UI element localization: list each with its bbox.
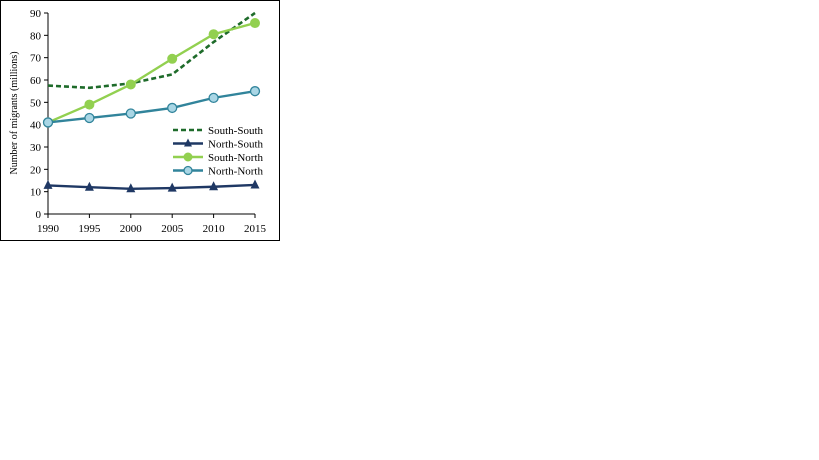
chart-frame: 0 10 20 30 40 50 60 70 80 90 1990 1995 2000 2005 2010 2… (0, 0, 280, 241)
x-tick-label: 1990 (37, 223, 60, 235)
x-tick-label: 2010 (203, 223, 226, 235)
series-north-south (43, 179, 260, 193)
data-point (126, 183, 136, 193)
legend-item: South-South (173, 125, 264, 137)
y-tick-label: 30 (30, 142, 42, 154)
x-tick-label: 1995 (78, 223, 101, 235)
data-point (125, 79, 136, 90)
legend-item: North-South (173, 138, 264, 151)
legend-marker (183, 152, 193, 162)
legend-item: South-North (173, 152, 264, 164)
series-line (47, 183, 256, 190)
y-tick-label: 50 (30, 97, 42, 109)
data-point (125, 108, 136, 119)
x-tick-label: 2005 (161, 223, 184, 235)
y-axis-title: Number of migrants (millions) (9, 51, 20, 174)
series-north-north (42, 86, 261, 128)
legend-label: North-South (208, 139, 264, 151)
line-chart: 0 10 20 30 40 50 60 70 80 90 1990 1995 2000 2005 2010 2… (9, 8, 267, 235)
data-point (167, 182, 177, 192)
legend-marker (184, 138, 192, 147)
series-layer (42, 11, 261, 193)
series-south-south (47, 11, 256, 90)
axes: 0 10 20 30 40 50 60 70 80 90 1990 1995 2000 2005 2010 2… (30, 8, 267, 235)
data-point (250, 18, 260, 29)
legend-label: North-North (208, 166, 263, 178)
data-point (249, 86, 261, 97)
legend-label: South-North (208, 152, 264, 164)
data-point (84, 181, 94, 191)
x-tick-label: 2015 (244, 223, 267, 235)
data-point (84, 112, 95, 124)
y-tick-label: 70 (30, 53, 42, 65)
data-point (43, 179, 53, 189)
y-tick-label: 60 (30, 75, 42, 87)
data-point (208, 92, 219, 104)
legend-marker (183, 165, 193, 176)
series-line (47, 89, 256, 124)
x-tick-label: 2000 (120, 223, 143, 235)
y-tick-label: 90 (30, 8, 42, 20)
series-line (47, 21, 256, 124)
y-tick-label: 20 (30, 164, 42, 176)
y-tick-label: 40 (30, 120, 42, 132)
data-point (250, 179, 260, 189)
y-tick-label: 80 (30, 30, 42, 42)
legend-label: South-South (208, 125, 264, 137)
y-tick-label: 10 (30, 187, 42, 199)
data-point (167, 53, 178, 64)
data-point (208, 29, 219, 40)
series-line (47, 11, 256, 90)
data-point (167, 102, 178, 114)
data-point (42, 117, 54, 128)
data-point (84, 99, 95, 110)
data-point (209, 181, 219, 191)
y-tick-label: 0 (36, 209, 42, 221)
legend-item: North-North (173, 166, 263, 178)
